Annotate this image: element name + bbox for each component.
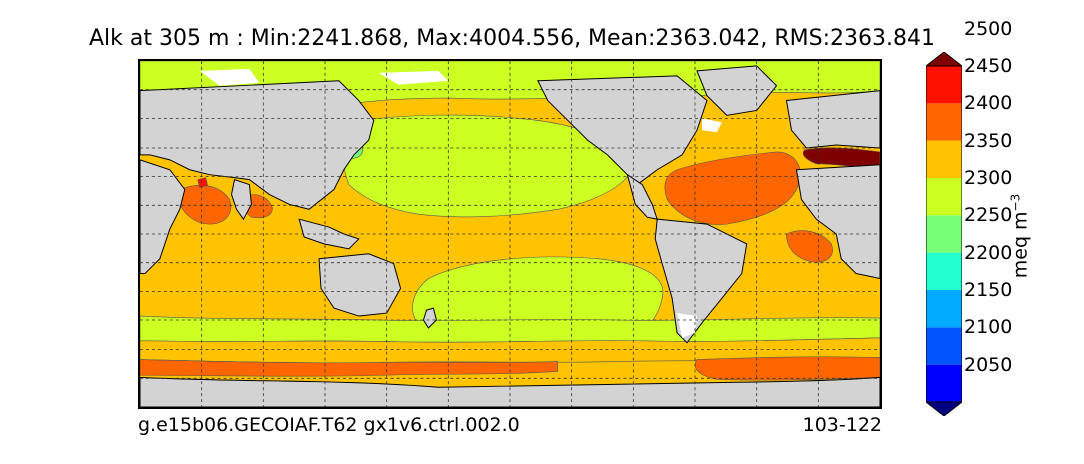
colorbar-tick-label: 2050 [964, 353, 1013, 376]
india-landmass [230, 178, 252, 221]
colorbar-segment [926, 140, 962, 178]
red-sea-region [197, 177, 208, 188]
units-base: meq m [1009, 211, 1032, 279]
southern-ocean-orange [140, 359, 559, 377]
colorbar [926, 52, 962, 416]
year-range-label: 103-122 [802, 414, 882, 436]
new-zealand-landmass [422, 307, 437, 329]
southern-ocean-orange-east [694, 356, 880, 381]
sea-ice [199, 68, 722, 338]
colorbar-segment [926, 290, 962, 328]
plot-title: Alk at 305 m : Min:2241.868, Max:4004.55… [88, 26, 935, 51]
map-canvas [140, 61, 880, 407]
north-pacific-low-region [343, 114, 635, 218]
europe-west-landmass [785, 90, 880, 149]
colorbar-tick-label: 2450 [964, 55, 1013, 77]
colorbar-tick-label: 2100 [964, 316, 1013, 339]
colorbar-segment [926, 215, 962, 253]
west-africa-high-region [786, 230, 833, 263]
grid-lines [140, 61, 880, 407]
colorbar-tick-label: 2200 [964, 241, 1013, 264]
colorbar-segment [926, 252, 962, 290]
colorbar-extend-max [926, 52, 962, 67]
units-label: meq m−3 [1008, 194, 1031, 279]
colorbar-segment [926, 364, 962, 402]
run-name-label: g.e15b06.GECOIAF.T62 gx1v6.ctrl.002.0 [138, 414, 520, 436]
colorbar-tick-label: 2250 [964, 204, 1013, 227]
colorbar-segment [926, 103, 962, 141]
colorbar-tick-label: 2400 [964, 92, 1013, 115]
units-exponent: −3 [1008, 193, 1023, 212]
colorbar-tick-label: 2500 [964, 17, 1013, 40]
north-atlantic-high-region [664, 151, 801, 225]
colorbar-tick-label: 2300 [964, 167, 1013, 189]
colorbar-tick-label: 2150 [964, 279, 1013, 301]
arabian-sea-high-region [179, 184, 231, 225]
colorbar-extend-min [926, 401, 962, 416]
indonesia-islands [298, 218, 360, 250]
africa-east-landmass [140, 159, 186, 275]
eurasia-landmass [140, 80, 375, 210]
colorbar-tick-label: 2350 [964, 129, 1013, 152]
africa-west-landmass [795, 164, 880, 279]
colorbar-segment [926, 66, 962, 104]
colorbar-segment [926, 327, 962, 365]
ocean-map [138, 59, 882, 409]
colorbar-segment [926, 178, 962, 216]
